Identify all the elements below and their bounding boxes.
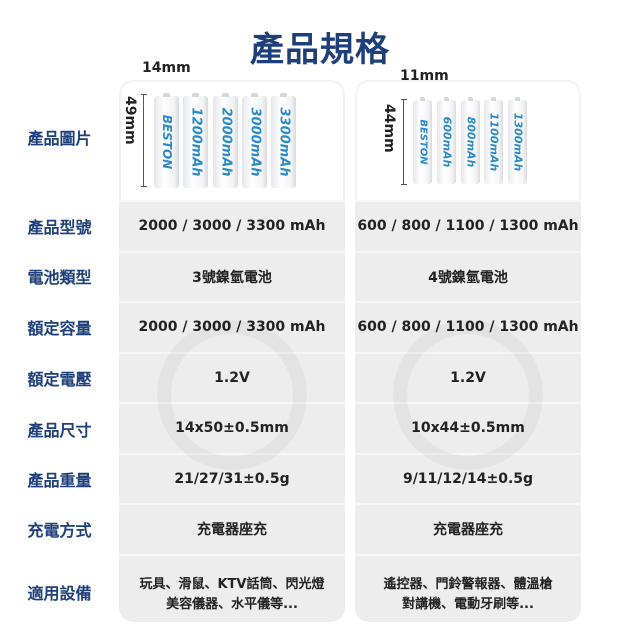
height-label: 49mm xyxy=(122,96,138,145)
row-label: 充電方式 xyxy=(27,521,92,540)
usage-line: 美容儀器、水平儀等... xyxy=(166,596,298,612)
battery: 800mAh xyxy=(461,97,480,184)
watermark-logo xyxy=(393,320,543,470)
product-image: 44mm BESTON 600mAh 800mAh 1100mAh 1300mA… xyxy=(355,80,581,200)
usage-line: 玩具、滑鼠、KTV話筒、閃光燈 xyxy=(139,576,325,592)
height-label: 44mm xyxy=(381,104,397,153)
spec-card-aa: 49mm BESTON 1200mAh 2000mAh 3000mAh 3300… xyxy=(119,80,345,622)
cell-model: 600 / 800 / 1100 / 1300 mAh xyxy=(355,200,581,251)
width-label: 14mm xyxy=(142,60,191,76)
cell-usage: 遙控器、門鈴警報器、體溫槍 對講機、電動牙刷等... xyxy=(355,553,581,623)
cell-charging: 充電器座充 xyxy=(119,503,345,554)
row-label: 電池類型 xyxy=(27,268,92,287)
battery: 3000mAh xyxy=(242,93,267,188)
row-label: 額定電壓 xyxy=(27,370,92,389)
cell-charging: 充電器座充 xyxy=(355,503,581,554)
battery: 1300mAh xyxy=(508,97,527,184)
product-image: 49mm BESTON 1200mAh 2000mAh 3000mAh 3300… xyxy=(119,80,345,200)
spec-card-aaa: 44mm BESTON 600mAh 800mAh 1100mAh 1300mA… xyxy=(355,80,581,622)
battery: BESTON xyxy=(154,93,179,188)
cell-type: 3號鎳氫電池 xyxy=(119,250,345,302)
battery: BESTON xyxy=(413,97,432,184)
row-label: 適用設備 xyxy=(27,584,92,603)
watermark-logo xyxy=(157,320,307,470)
height-marker xyxy=(141,94,147,187)
battery: 2000mAh xyxy=(213,93,238,188)
height-marker xyxy=(401,99,407,185)
row-label: 產品尺寸 xyxy=(27,421,92,440)
row-label: 產品型號 xyxy=(27,218,92,237)
battery: 3300mAh xyxy=(271,93,296,188)
row-label: 額定容量 xyxy=(27,319,92,338)
usage-line: 對講機、電動牙刷等... xyxy=(402,596,534,612)
cell-type: 4號鎳氫電池 xyxy=(355,250,581,302)
row-label: 產品重量 xyxy=(27,471,92,490)
battery: 600mAh xyxy=(437,97,456,184)
cell-usage: 玩具、滑鼠、KTV話筒、閃光燈 美容儀器、水平儀等... xyxy=(119,553,345,623)
usage-line: 遙控器、門鈴警報器、體溫槍 xyxy=(383,576,553,592)
row-label: 產品圖片 xyxy=(27,129,92,148)
page-title: 產品規格 xyxy=(250,30,390,70)
battery: 1200mAh xyxy=(183,93,208,188)
cell-model: 2000 / 3000 / 3300 mAh xyxy=(119,200,345,251)
battery: 1100mAh xyxy=(484,97,503,184)
